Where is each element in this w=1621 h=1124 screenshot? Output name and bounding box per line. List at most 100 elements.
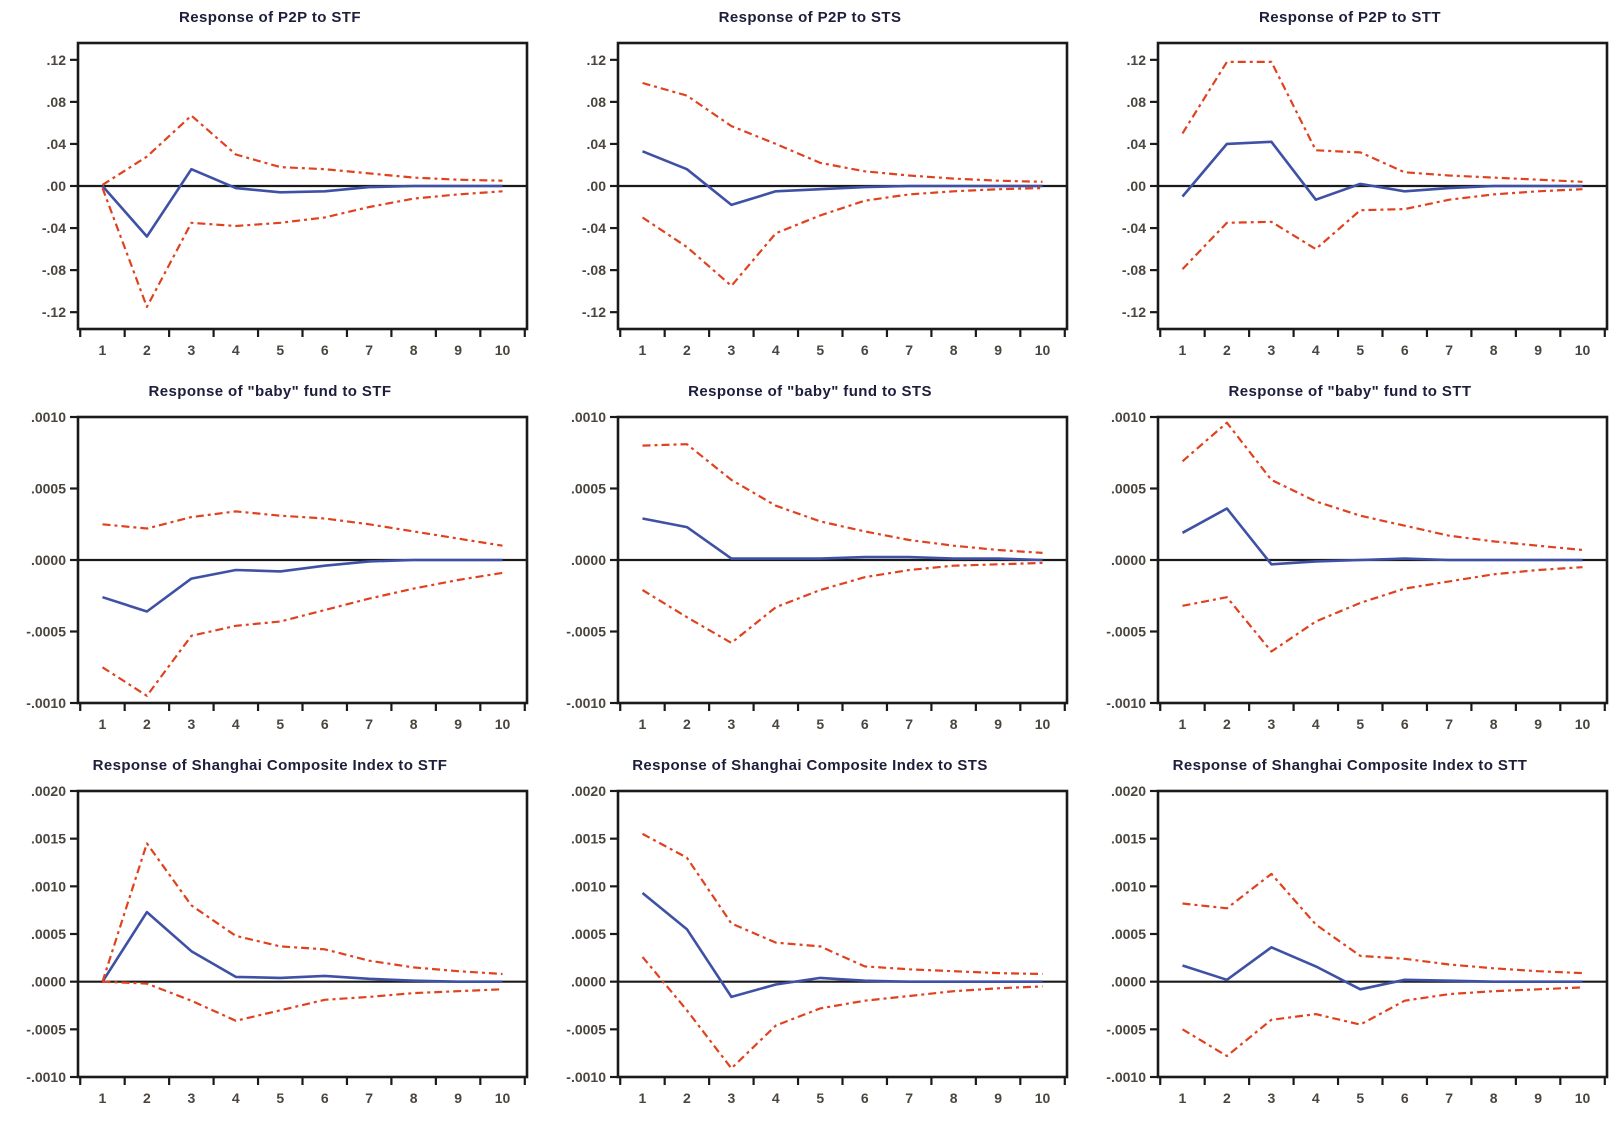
svg-text:.12: .12	[47, 52, 67, 68]
svg-text:2: 2	[683, 716, 691, 732]
svg-text:4: 4	[1312, 342, 1320, 358]
svg-text:2: 2	[683, 342, 691, 358]
svg-text:7: 7	[905, 716, 913, 732]
svg-text:3: 3	[187, 716, 195, 732]
svg-text:1: 1	[639, 716, 647, 732]
svg-text:8: 8	[1490, 716, 1498, 732]
chart-panel-baby-fund-to-stt: Response of "baby" fund to STT .0010 .000…	[1080, 374, 1620, 748]
svg-text:10: 10	[495, 716, 511, 732]
svg-text:3: 3	[727, 716, 735, 732]
svg-text:8: 8	[950, 1090, 958, 1106]
irf-plot-shanghai-composite-to-stf: .0020 .0015 .0010 .0005 .0000 -.0005 -.0010 1 2 3…	[26, 783, 529, 1106]
svg-text:4: 4	[1312, 1090, 1320, 1106]
svg-text:4: 4	[772, 716, 780, 732]
svg-text:2: 2	[1223, 716, 1231, 732]
svg-text:9: 9	[454, 342, 462, 358]
svg-text:.0005: .0005	[31, 926, 66, 942]
svg-text:5: 5	[1356, 342, 1364, 358]
irf-plot-shanghai-composite-to-stt: .0020 .0015 .0010 .0005 .0000 -.0005 -.0010 1 2 3…	[1106, 783, 1609, 1106]
chart-title: Response of Shanghai Composite Index to …	[1172, 757, 1528, 774]
chart-title: Response of "baby" fund to STF	[148, 383, 392, 400]
svg-text:4: 4	[232, 716, 240, 732]
svg-text:9: 9	[1534, 342, 1542, 358]
svg-text:9: 9	[454, 716, 462, 732]
chart-title: Response of P2P to STF	[179, 9, 361, 26]
svg-text:.0010: .0010	[571, 409, 606, 425]
svg-text:4: 4	[772, 342, 780, 358]
svg-text:.04: .04	[47, 136, 67, 152]
svg-text:8: 8	[410, 716, 418, 732]
chart-panel-p2p-to-stf: Response of P2P to STF .12 .08 .04 .00 -.04 -…	[0, 0, 540, 374]
svg-text:.0000: .0000	[1111, 552, 1146, 568]
svg-text:4: 4	[1312, 716, 1320, 732]
svg-text:-.08: -.08	[1122, 262, 1146, 278]
chart-title: Response of P2P to STS	[718, 9, 902, 26]
svg-text:5: 5	[276, 1090, 284, 1106]
svg-text:4: 4	[232, 342, 240, 358]
svg-text:.00: .00	[587, 178, 607, 194]
svg-text:-.0010: -.0010	[1106, 695, 1146, 711]
svg-text:8: 8	[410, 342, 418, 358]
svg-text:.0005: .0005	[1111, 481, 1146, 497]
svg-text:-.0010: -.0010	[566, 1069, 606, 1085]
svg-text:10: 10	[1035, 1090, 1051, 1106]
svg-text:10: 10	[1035, 716, 1051, 732]
svg-text:6: 6	[861, 342, 869, 358]
chart-panel-shanghai-composite-to-sts: Response of Shanghai Composite Index to …	[540, 748, 1080, 1122]
svg-text:4: 4	[232, 1090, 240, 1106]
svg-text:.0015: .0015	[1111, 831, 1146, 847]
svg-text:8: 8	[410, 1090, 418, 1106]
svg-text:7: 7	[1445, 1090, 1453, 1106]
svg-text:1: 1	[99, 1090, 107, 1106]
chart-title: Response of Shanghai Composite Index to …	[632, 757, 988, 774]
svg-text:3: 3	[727, 1090, 735, 1106]
svg-text:10: 10	[1575, 716, 1591, 732]
svg-text:.0005: .0005	[571, 926, 606, 942]
svg-text:8: 8	[950, 716, 958, 732]
svg-text:1: 1	[639, 342, 647, 358]
svg-text:6: 6	[861, 716, 869, 732]
svg-text:-.12: -.12	[42, 304, 66, 320]
svg-text:-.08: -.08	[582, 262, 606, 278]
svg-text:8: 8	[950, 342, 958, 358]
chart-panel-shanghai-composite-to-stf: Response of Shanghai Composite Index to …	[0, 748, 540, 1122]
svg-text:.12: .12	[1127, 52, 1147, 68]
chart-title: Response of "baby" fund to STT	[1228, 383, 1472, 400]
svg-text:4: 4	[772, 1090, 780, 1106]
svg-text:3: 3	[187, 342, 195, 358]
irf-plot-p2p-to-sts: .12 .08 .04 .00 -.04 -.08 -.12 1 2 3 4 5 6 7 8 9 10	[582, 41, 1069, 358]
svg-text:10: 10	[495, 342, 511, 358]
svg-text:7: 7	[365, 342, 373, 358]
svg-text:-.0010: -.0010	[26, 1069, 66, 1085]
svg-text:-.12: -.12	[582, 304, 606, 320]
svg-text:7: 7	[905, 1090, 913, 1106]
svg-text:1: 1	[99, 342, 107, 358]
svg-text:.0020: .0020	[31, 783, 66, 799]
chart-panel-baby-fund-to-stf: Response of "baby" fund to STF .0010 .000…	[0, 374, 540, 748]
svg-text:2: 2	[143, 1090, 151, 1106]
svg-text:.00: .00	[1127, 178, 1147, 194]
svg-text:9: 9	[994, 716, 1002, 732]
svg-text:6: 6	[321, 716, 329, 732]
svg-text:.0005: .0005	[1111, 926, 1146, 942]
svg-text:10: 10	[1575, 342, 1591, 358]
svg-text:7: 7	[365, 1090, 373, 1106]
svg-text:-.08: -.08	[42, 262, 66, 278]
irf-plot-p2p-to-stf: .12 .08 .04 .00 -.04 -.08 -.12 1 2 3 4 5 6 7 8 9 10	[42, 41, 529, 358]
svg-text:.0000: .0000	[31, 974, 66, 990]
svg-text:8: 8	[1490, 1090, 1498, 1106]
svg-text:1: 1	[1179, 1090, 1187, 1106]
svg-text:-.0005: -.0005	[1106, 1021, 1146, 1037]
svg-text:10: 10	[1575, 1090, 1591, 1106]
irf-plot-shanghai-composite-to-sts: .0020 .0015 .0010 .0005 .0000 -.0005 -.0010 1 2 3…	[566, 783, 1069, 1106]
svg-text:8: 8	[1490, 342, 1498, 358]
svg-text:.0005: .0005	[571, 481, 606, 497]
svg-text:5: 5	[816, 1090, 824, 1106]
svg-text:-.0005: -.0005	[1106, 624, 1146, 640]
svg-text:10: 10	[1035, 342, 1051, 358]
svg-text:-.04: -.04	[42, 220, 66, 236]
svg-text:9: 9	[994, 1090, 1002, 1106]
svg-text:6: 6	[1401, 342, 1409, 358]
chart-panel-baby-fund-to-sts: Response of "baby" fund to STS .0010 .000…	[540, 374, 1080, 748]
svg-text:5: 5	[816, 342, 824, 358]
